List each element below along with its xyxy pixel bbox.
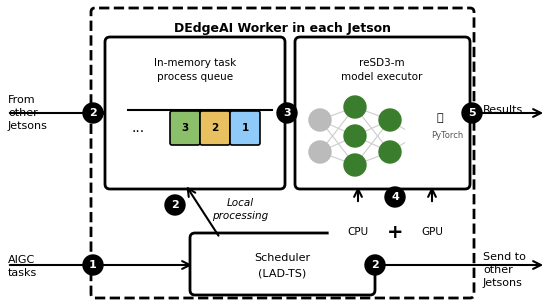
Text: 2: 2 — [171, 200, 179, 210]
Text: Jetsons: Jetsons — [483, 278, 523, 288]
FancyBboxPatch shape — [295, 37, 470, 189]
Text: In-memory task: In-memory task — [154, 58, 236, 68]
Circle shape — [83, 103, 103, 123]
Text: From: From — [8, 95, 35, 105]
Text: reSD3-m: reSD3-m — [359, 58, 405, 68]
FancyBboxPatch shape — [91, 8, 474, 298]
Text: 5: 5 — [468, 108, 476, 118]
Text: 2: 2 — [212, 123, 219, 133]
Text: 🔥: 🔥 — [437, 113, 443, 123]
Text: processing: processing — [212, 211, 268, 221]
Circle shape — [309, 141, 331, 163]
Text: CPU: CPU — [347, 227, 368, 237]
Text: DEdgeAI Worker in each Jetson: DEdgeAI Worker in each Jetson — [173, 22, 391, 35]
Text: tasks: tasks — [8, 268, 37, 278]
FancyBboxPatch shape — [200, 111, 230, 145]
Text: process queue: process queue — [157, 72, 233, 82]
Text: Send to: Send to — [483, 252, 526, 262]
Text: ...: ... — [131, 121, 145, 135]
Circle shape — [404, 125, 426, 147]
Text: Jetsons: Jetsons — [8, 121, 48, 131]
Text: other: other — [8, 108, 38, 118]
Text: 2: 2 — [89, 108, 97, 118]
Text: model executor: model executor — [341, 72, 423, 82]
Text: 3: 3 — [283, 108, 291, 118]
Circle shape — [344, 125, 366, 147]
Text: +: + — [387, 222, 403, 241]
Text: 3: 3 — [181, 123, 188, 133]
Circle shape — [379, 109, 401, 131]
Circle shape — [379, 141, 401, 163]
Text: 1: 1 — [242, 123, 249, 133]
Text: Results: Results — [483, 105, 523, 115]
Circle shape — [277, 103, 297, 123]
Circle shape — [385, 187, 405, 207]
Circle shape — [330, 204, 386, 260]
FancyBboxPatch shape — [105, 37, 285, 189]
Text: (LAD-TS): (LAD-TS) — [258, 268, 306, 278]
Circle shape — [309, 109, 331, 131]
Text: GPU: GPU — [421, 227, 443, 237]
Text: other: other — [483, 265, 513, 275]
Text: PyTorch: PyTorch — [431, 131, 463, 140]
Text: Scheduler: Scheduler — [254, 253, 310, 263]
FancyBboxPatch shape — [230, 111, 260, 145]
Circle shape — [462, 103, 482, 123]
Circle shape — [365, 255, 385, 275]
Text: 4: 4 — [391, 192, 399, 202]
FancyBboxPatch shape — [190, 233, 375, 295]
Circle shape — [83, 255, 103, 275]
Circle shape — [165, 195, 185, 215]
FancyBboxPatch shape — [170, 111, 200, 145]
Text: 2: 2 — [371, 260, 379, 270]
Circle shape — [344, 96, 366, 118]
Circle shape — [404, 204, 460, 260]
Text: AIGC: AIGC — [8, 255, 35, 265]
Text: 1: 1 — [89, 260, 97, 270]
Text: Local: Local — [227, 198, 254, 208]
Circle shape — [344, 154, 366, 176]
